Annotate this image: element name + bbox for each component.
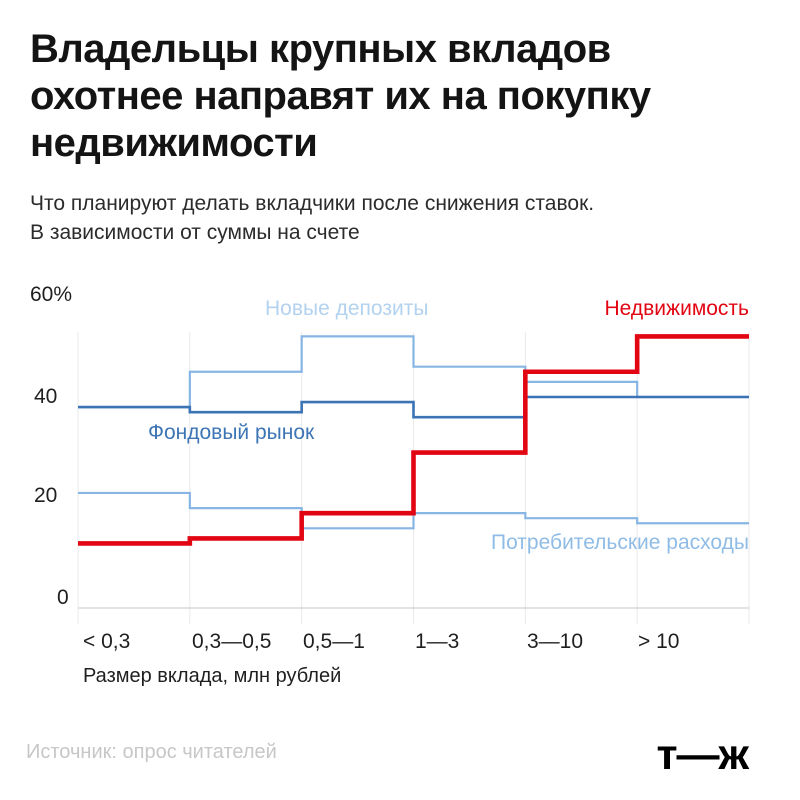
brand-logo: т—ж <box>656 731 749 779</box>
chart-subtitle: Что планируют делать вкладчики после сни… <box>30 189 730 247</box>
y-tick-40: 40 <box>34 385 58 408</box>
x-tick-5: 3—10 <box>527 630 584 653</box>
y-tick-20: 20 <box>34 484 58 507</box>
series-line-2 <box>78 395 749 419</box>
title-line-3: недвижимости <box>30 121 318 165</box>
series-label-new-deposits: Новые депозиты <box>265 297 429 320</box>
x-tick-4: 1—3 <box>415 630 460 653</box>
x-tick-6: > 10 <box>638 630 680 653</box>
series-label-real-estate: Недвижимость <box>604 297 749 320</box>
subtitle-line-1: Что планируют делать вкладчики после сни… <box>30 192 595 215</box>
series-line-1 <box>78 491 749 530</box>
x-tick-1: < 0,3 <box>83 630 131 653</box>
series-label-consumer-spending: Потребительские расходы <box>491 531 749 554</box>
y-tick-0: 0 <box>57 586 69 609</box>
series-line-3 <box>78 334 749 546</box>
x-tick-3: 0,5—1 <box>303 630 365 653</box>
series-line-0 <box>78 335 749 409</box>
source-note: Источник: опрос читателей <box>26 741 277 763</box>
y-tick-60: 60% <box>30 283 73 306</box>
subtitle-line-2: В зависимости от суммы на счете <box>30 221 360 244</box>
title-line-1: Владельцы крупных вкладов <box>30 27 611 71</box>
title-line-2: охотнее направят их на покупку <box>30 74 651 118</box>
page-title: Владельцы крупных вкладов охотнее направ… <box>30 26 750 167</box>
x-tick-2: 0,3—0,5 <box>192 630 272 653</box>
x-axis-title: Размер вклада, млн рублей <box>83 665 342 687</box>
series-label-stock-market: Фондовый рынок <box>148 421 315 444</box>
